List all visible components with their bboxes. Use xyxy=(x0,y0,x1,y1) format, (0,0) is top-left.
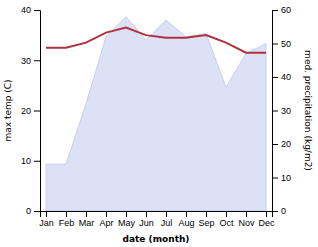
tick-mark xyxy=(246,211,247,217)
tick: Mar xyxy=(79,211,95,228)
tick-label: Dec xyxy=(258,218,275,228)
chart: Jan Feb Mar Apr MayJun Jul Aug Sep Oct NovDec 0 10 2… xyxy=(0,0,318,247)
tick-label: Jul xyxy=(161,218,173,228)
tick: 10 xyxy=(21,156,40,166)
tick: 0 xyxy=(26,206,40,216)
tick-label: Jan xyxy=(39,218,54,228)
tick-mark xyxy=(186,211,187,217)
y2-axis-title: med. precipitation (kg/m2) xyxy=(303,50,313,171)
tick-mark xyxy=(34,10,40,11)
y-axis-title: max temp (C) xyxy=(3,79,13,141)
tick: Jun xyxy=(139,211,154,228)
tick-label: 10 xyxy=(281,173,291,183)
tick-mark xyxy=(266,211,267,217)
tick-mark xyxy=(34,60,40,61)
tick-label: 50 xyxy=(281,39,291,49)
tick: 0 xyxy=(272,206,286,216)
tick-mark xyxy=(106,211,107,217)
tick: 40 xyxy=(272,72,291,82)
tick: Oct xyxy=(219,211,234,228)
tick: Apr xyxy=(99,211,113,228)
tick: Dec xyxy=(258,211,275,228)
tick-label: 30 xyxy=(281,106,291,116)
tick: May xyxy=(118,211,136,228)
x-axis-title: date (month) xyxy=(123,234,190,244)
plot: Jan Feb Mar Apr MayJun Jul Aug Sep Oct NovDec 0 10 2… xyxy=(3,5,313,244)
tick: 30 xyxy=(272,106,291,116)
tick-label: 40 xyxy=(21,5,31,15)
tick-mark xyxy=(34,111,40,112)
axis: 0 10 20 30 40 50 60 xyxy=(272,5,291,216)
tick: Aug xyxy=(178,211,194,228)
axis-line xyxy=(273,11,279,212)
tick-mark xyxy=(206,211,207,217)
tick: 20 xyxy=(21,106,40,116)
tick-mark xyxy=(86,211,87,217)
tick: Jul xyxy=(161,211,173,228)
tick: Sep xyxy=(198,211,214,228)
tick-label: Feb xyxy=(59,218,75,228)
tick: 60 xyxy=(272,5,291,15)
line xyxy=(46,28,266,53)
axis: Jan Feb Mar Apr MayJun Jul Aug Sep Oct NovDec xyxy=(39,211,275,228)
tick-label: May xyxy=(118,218,136,228)
tick-label: Aug xyxy=(178,218,194,228)
tick-label: Mar xyxy=(79,218,95,228)
area xyxy=(46,17,266,211)
tick-mark xyxy=(166,211,167,217)
tick-label: 30 xyxy=(21,56,31,66)
tick: 40 xyxy=(21,5,40,15)
tick: Nov xyxy=(238,211,255,228)
tick-label: 10 xyxy=(21,156,31,166)
tick-label: 20 xyxy=(21,106,31,116)
tick-mark xyxy=(272,10,278,11)
tick-label: 0 xyxy=(26,206,31,216)
tick: 30 xyxy=(21,56,40,66)
tick-label: 20 xyxy=(281,139,291,149)
tick-label: 40 xyxy=(281,72,291,82)
tick: 20 xyxy=(272,139,291,149)
tick-mark xyxy=(46,211,47,217)
tick-label: 0 xyxy=(281,206,286,216)
tick-mark xyxy=(272,111,278,112)
tick-label: Sep xyxy=(198,218,214,228)
tick-mark xyxy=(226,211,227,217)
tick-mark xyxy=(66,211,67,217)
tick: Jan xyxy=(39,211,54,228)
tick: Feb xyxy=(59,211,75,228)
axis: 0 10 20 30 40 xyxy=(21,5,41,216)
tick-mark xyxy=(272,144,278,145)
tick-mark xyxy=(272,44,278,45)
tick-label: Jun xyxy=(139,218,154,228)
tick-label: Oct xyxy=(219,218,234,228)
tick-mark xyxy=(146,211,147,217)
tick-mark xyxy=(34,161,40,162)
tick-mark xyxy=(272,178,278,179)
tick: 10 xyxy=(272,173,291,183)
axis-line xyxy=(41,212,273,218)
tick-mark xyxy=(272,77,278,78)
axis-line xyxy=(34,11,41,212)
tick-mark xyxy=(126,211,127,217)
tick-label: Apr xyxy=(99,218,113,228)
tick: 50 xyxy=(272,39,291,49)
tick-label: Nov xyxy=(238,218,255,228)
marks xyxy=(46,17,266,211)
tick-mark xyxy=(272,211,278,212)
tick-label: 60 xyxy=(281,5,291,15)
tick-mark xyxy=(34,211,40,212)
